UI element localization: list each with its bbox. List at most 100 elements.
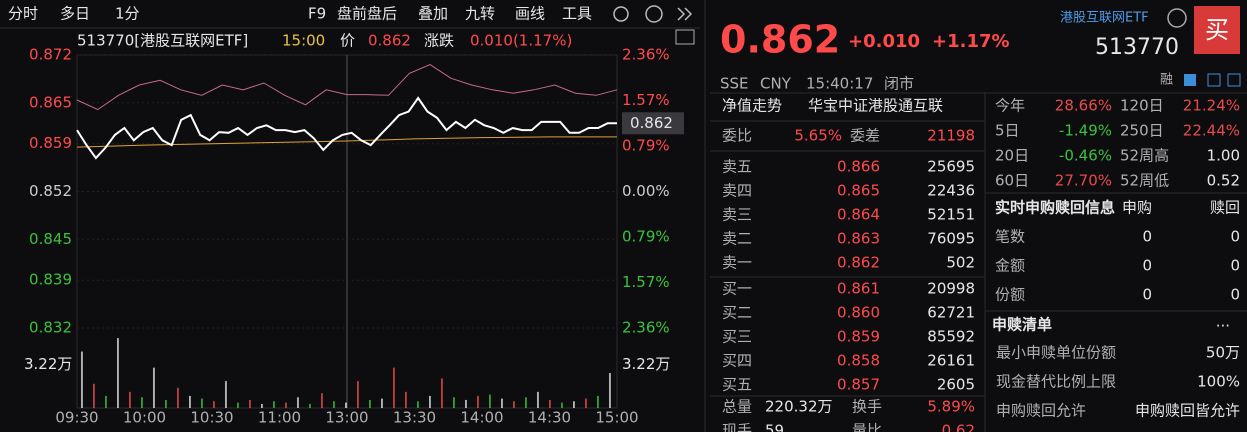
volume-bar [249, 399, 251, 408]
stat-value: 0.52 [1207, 172, 1240, 190]
wp-icon[interactable] [675, 29, 695, 45]
volume-bar [333, 401, 335, 408]
redeem-value: 0 [1142, 257, 1152, 275]
redeem-value: 0 [1142, 228, 1152, 246]
volume-bar [537, 391, 539, 408]
redeem-value: 0 [1230, 286, 1240, 304]
quote-pct: +1.17% [932, 31, 1010, 52]
stat-label: 52周高 [1120, 147, 1169, 165]
collapse-icon[interactable] [677, 7, 693, 21]
book-price: 0.858 [837, 352, 880, 370]
settings-icon[interactable] [613, 6, 629, 22]
volume-bar [237, 402, 239, 408]
total-value: 0.62 [942, 422, 975, 432]
volume-bar [573, 401, 575, 408]
help-icon[interactable] [645, 5, 663, 23]
volume-bar [597, 395, 599, 408]
stat-value: 27.70% [1055, 172, 1112, 190]
volume-bar [309, 403, 311, 408]
y-tick-label: 0.839 [29, 271, 72, 289]
chart-price: 0.862 [368, 32, 411, 50]
buy-button[interactable] [1194, 6, 1240, 54]
y2-tick-label: 1.57% [622, 273, 670, 291]
volume-tick-label: 3.22万 [622, 355, 670, 373]
current-tag-box [622, 112, 684, 135]
list-title: 申赎清单 [992, 316, 1052, 334]
current-tag: 0.862 [630, 114, 673, 132]
y-tick-label: 0.859 [29, 134, 72, 152]
tool[interactable]: 工具 [562, 5, 592, 23]
nav-label[interactable]: 净值走势 [722, 97, 782, 115]
book-volume: 76095 [927, 230, 975, 248]
change-label: 涨跌 [424, 32, 454, 50]
volume-bar [477, 395, 479, 408]
book-label: 买五 [722, 376, 752, 394]
x-tick-label: 14:00 [460, 409, 503, 427]
x-tick-label: 15:00 [595, 409, 638, 427]
price-line [76, 96, 617, 160]
redeem-label: 笔数 [995, 228, 1025, 246]
book-volume: 2605 [937, 376, 975, 394]
tool[interactable]: F9 [308, 5, 326, 23]
edit-icon[interactable] [1184, 74, 1196, 86]
book-label: 买三 [722, 328, 752, 346]
y-tick-label: 0.832 [29, 319, 72, 337]
tab[interactable]: 分时 [8, 5, 38, 23]
volume-bar [513, 401, 515, 408]
book-volume: 20998 [927, 280, 975, 298]
market: SSE [720, 75, 749, 93]
volume-bar [525, 397, 527, 408]
volume-bar [489, 394, 491, 408]
stat-label: 5日 [995, 122, 1020, 140]
volume-bar [501, 398, 503, 408]
book-label: 卖一 [722, 254, 752, 272]
volume-bar [585, 398, 587, 408]
volume-bar [453, 397, 455, 408]
x-tick-label: 11:00 [258, 409, 301, 427]
y2-tick-label: 0.79% [622, 228, 670, 246]
list-more[interactable]: ... [1216, 313, 1230, 331]
chart-time: 15:00 [282, 32, 325, 50]
share-icon[interactable] [1227, 73, 1241, 87]
volume-bar [405, 391, 407, 408]
buy-label[interactable]: 买 [1205, 16, 1229, 44]
volume-bar [117, 338, 119, 408]
info-icon[interactable] [1167, 8, 1187, 28]
stat-value: -1.49% [1059, 122, 1112, 140]
redeem-label: 份额 [995, 286, 1025, 304]
tool[interactable]: 叠加 [418, 5, 448, 23]
y-tick-label: 0.872 [29, 46, 72, 64]
volume-bar [177, 387, 179, 408]
quote-change: +0.010 [848, 31, 920, 52]
tab[interactable]: 多日 [60, 5, 90, 23]
volume-bar [369, 399, 371, 408]
volume-bar [129, 391, 131, 408]
currency: CNY [760, 75, 792, 93]
volume-bar [561, 402, 563, 408]
book-volume: 85592 [927, 328, 975, 346]
book-volume: 52151 [927, 206, 975, 224]
total-label: 总量 [722, 398, 752, 416]
tool[interactable]: 画线 [515, 5, 545, 23]
tool[interactable]: 九转 [465, 5, 495, 23]
redeem-value: 0 [1142, 286, 1152, 304]
diff-label: 委差 [850, 127, 880, 145]
stat-label: 52周低 [1120, 172, 1169, 190]
redeem-value: 0 [1230, 257, 1240, 275]
quote-name: 港股互联网ETF [1060, 11, 1149, 26]
book-volume: 26161 [927, 352, 975, 370]
nav-index[interactable]: 华宝中证港股通互联 [808, 97, 943, 115]
tool[interactable]: 盘前盘后 [337, 5, 397, 23]
volume-bar [345, 402, 347, 408]
book-label: 买四 [722, 352, 752, 370]
volume-bar [393, 367, 395, 408]
chart-change: 0.010(1.17%) [470, 32, 572, 50]
tab[interactable]: 1分 [115, 5, 140, 23]
alert-icon[interactable] [1207, 73, 1221, 87]
y2-tick-label: 0.00% [622, 182, 670, 200]
volume-bar [153, 367, 155, 408]
volume-bar [225, 381, 227, 408]
stat-label: 60日 [995, 172, 1029, 190]
volume-bar [189, 395, 191, 408]
